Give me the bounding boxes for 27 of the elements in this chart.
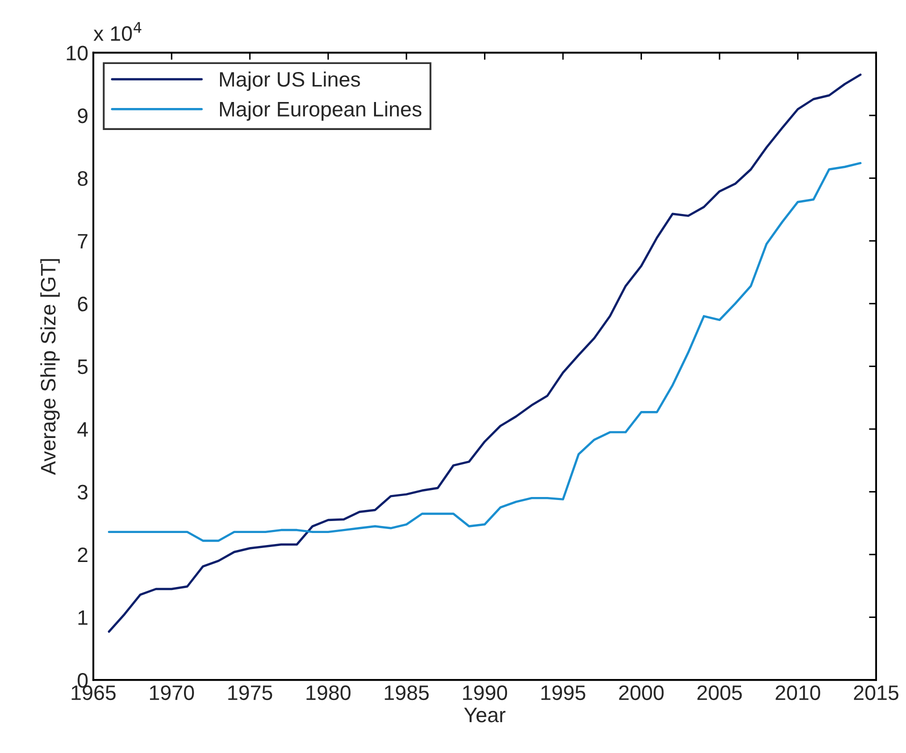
y-axis-title: Average Ship Size [GT] [40,259,60,475]
x-tick-label: 2015 [854,685,898,700]
y-tick-label: 4 [77,422,88,437]
y-tick-label: 8 [78,171,88,186]
x-tick-label: 1995 [541,685,586,700]
x-tick-label: 2005 [697,685,742,700]
x-tick-label: 1975 [228,685,272,700]
y-tick-label: 5 [78,360,88,374]
x-axis-title: Year [464,708,506,722]
legend-label: Major European Lines [220,101,422,121]
x-tick-label: 2010 [776,685,820,700]
x-tick-label: 1970 [150,685,194,700]
y-tick-label: 3 [78,484,88,500]
x-tick-label: 2000 [619,685,664,700]
y-tick-label: 6 [78,296,88,312]
x-tick-label: 1990 [463,685,508,700]
legend-label: Major US Lines [220,71,360,91]
line-series [108,162,862,542]
text: x 10$^{4}$ [94,22,142,41]
x-tick-label: 1980 [306,685,351,700]
y-tick-label: 9 [78,108,88,124]
y-tick-label: 1 [78,610,88,625]
x-tick-label: 1985 [384,685,429,700]
y-tick-label: 7 [78,234,88,248]
y-tick-label: 10 [66,46,88,60]
line-series [108,74,862,633]
y-tick-label: 2 [78,548,88,562]
